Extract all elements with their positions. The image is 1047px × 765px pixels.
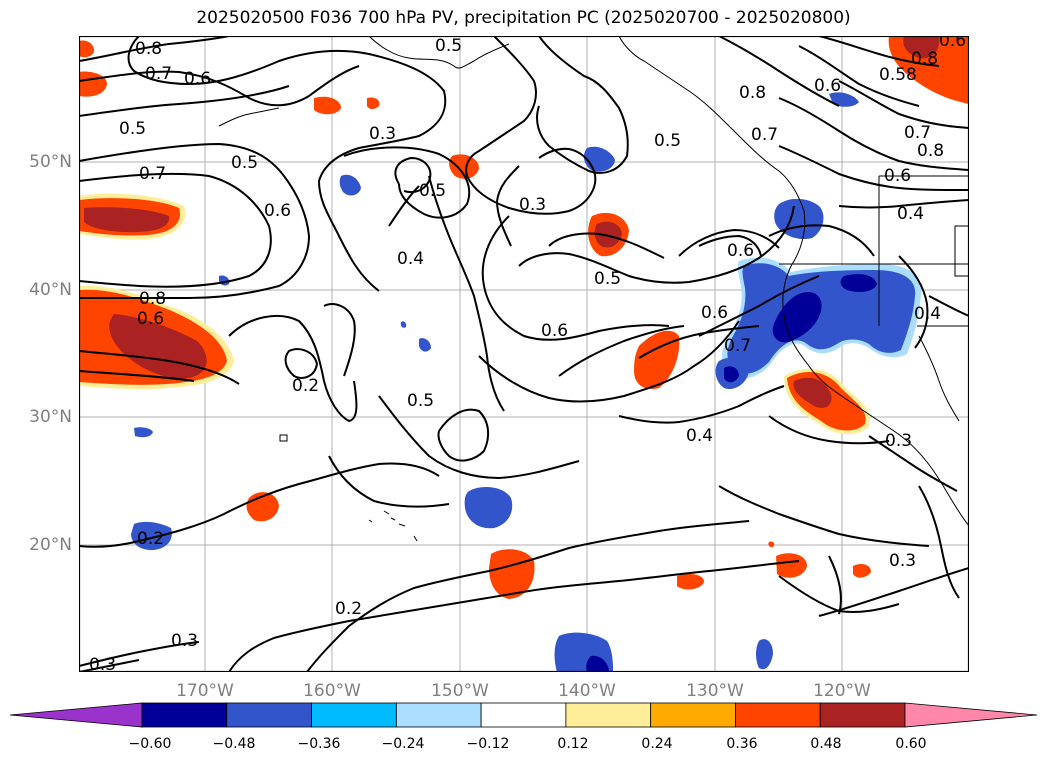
contour-label: 0.6 bbox=[541, 321, 568, 341]
colorbar-segment bbox=[226, 702, 312, 728]
contour-label: 0.7 bbox=[145, 64, 172, 84]
contour-label: 0.2 bbox=[292, 376, 319, 396]
contour-label: 0.5 bbox=[407, 391, 434, 411]
lon-label-150w: 150°W bbox=[431, 681, 489, 701]
contour-label: 0.4 bbox=[897, 204, 924, 224]
colorbar-tick: 0.12 bbox=[557, 736, 589, 752]
contour-label: 0.5 bbox=[654, 131, 681, 151]
contour-label: 0.8 bbox=[139, 289, 166, 309]
contour-label: 0.6 bbox=[137, 309, 164, 329]
lon-label-140w: 140°W bbox=[558, 681, 616, 701]
contour-label: 0.7 bbox=[139, 164, 166, 184]
contour-labels: 0.8 0.7 0.6 0.5 0.3 0.7 0.5 0.6 0.5 0.3 … bbox=[89, 31, 966, 675]
lat-label-40n: 40°N bbox=[29, 280, 72, 300]
lat-label-20n: 20°N bbox=[29, 535, 72, 555]
colorbar-tick: −0.12 bbox=[466, 736, 510, 752]
colorbar-svg bbox=[9, 702, 1038, 728]
contour-label: 0.3 bbox=[519, 195, 546, 215]
colorbar-tick: 0.48 bbox=[810, 736, 842, 752]
contour-label: 0.5 bbox=[231, 153, 258, 173]
colorbar-tick: −0.36 bbox=[297, 736, 341, 752]
contour-label: 0.3 bbox=[171, 631, 198, 651]
contour-label: 0.2 bbox=[137, 529, 164, 549]
contour-label: 0.7 bbox=[904, 123, 931, 143]
contour-label: 0.6 bbox=[264, 201, 291, 221]
coastlines bbox=[218, 35, 970, 542]
plot-title: 2025020500 F036 700 hPa PV, precipitatio… bbox=[196, 8, 851, 28]
colorbar bbox=[9, 700, 1038, 730]
colorbar-segment bbox=[141, 702, 228, 728]
contour-label: 0.6 bbox=[814, 76, 841, 96]
pv-contours bbox=[78, 35, 970, 673]
contour-label: 0.3 bbox=[369, 124, 396, 144]
colorbar-tick: 0.24 bbox=[641, 736, 673, 752]
colorbar-segment bbox=[650, 702, 736, 728]
map-panel: 0.8 0.7 0.6 0.5 0.3 0.7 0.5 0.6 0.5 0.3 … bbox=[78, 31, 970, 675]
gridlines bbox=[79, 36, 969, 672]
lon-label-130w: 130°W bbox=[686, 681, 744, 701]
lon-label-160w: 160°W bbox=[303, 681, 361, 701]
contour-label: 0.6 bbox=[701, 303, 728, 323]
contour-label: 0.5 bbox=[419, 181, 446, 201]
lon-label-170w: 170°W bbox=[176, 681, 234, 701]
colorbar-extend-low bbox=[9, 702, 143, 728]
contour-label: 0.4 bbox=[397, 249, 424, 269]
colorbar-segment bbox=[565, 702, 652, 728]
contour-label: 0.6 bbox=[184, 69, 211, 89]
contour-label: 0.8 bbox=[917, 141, 944, 161]
contour-label: 0.2 bbox=[335, 599, 362, 619]
contour-label: 0.7 bbox=[724, 336, 751, 356]
lat-label-30n: 30°N bbox=[29, 407, 72, 427]
contour-label: 0.3 bbox=[885, 431, 912, 451]
colorbar-segment bbox=[480, 702, 567, 728]
colorbar-tick: 0.60 bbox=[895, 736, 927, 752]
lon-label-120w: 120°W bbox=[813, 681, 871, 701]
colorbar-tick: −0.24 bbox=[381, 736, 425, 752]
contour-label: 0.7 bbox=[751, 125, 778, 145]
colorbar-tick: −0.48 bbox=[212, 736, 256, 752]
contour-label: 0.5 bbox=[594, 269, 621, 289]
contour-label: 0.58 bbox=[879, 65, 917, 85]
contour-label: 0.8 bbox=[135, 39, 162, 59]
contour-label: 0.3 bbox=[89, 655, 116, 672]
contour-label: 0.6 bbox=[884, 166, 911, 186]
colorbar-segment bbox=[311, 702, 397, 728]
colorbar-tick: −0.60 bbox=[128, 736, 172, 752]
contour-label: 0.8 bbox=[911, 49, 938, 69]
contour-label: 0.5 bbox=[435, 36, 462, 56]
precip-negative bbox=[131, 92, 922, 672]
colorbar-segment bbox=[819, 702, 906, 728]
colorbar-segment bbox=[395, 702, 482, 728]
contour-label: 0.6 bbox=[727, 241, 754, 261]
contour-label: 0.3 bbox=[889, 551, 916, 571]
colorbar-segment bbox=[735, 702, 821, 728]
contour-label: 0.4 bbox=[686, 426, 713, 446]
map-frame bbox=[78, 35, 970, 673]
contour-label: 0.8 bbox=[739, 83, 766, 103]
colorbar-tick: 0.36 bbox=[726, 736, 758, 752]
lat-label-50n: 50°N bbox=[29, 152, 72, 172]
contour-label: 0.5 bbox=[119, 119, 146, 139]
map-canvas: 0.8 0.7 0.6 0.5 0.3 0.7 0.5 0.6 0.5 0.3 … bbox=[78, 31, 970, 675]
colorbar-extend-high bbox=[904, 702, 1038, 728]
contour-label: 0.4 bbox=[914, 304, 941, 324]
contour-label: 0.6 bbox=[939, 36, 966, 51]
